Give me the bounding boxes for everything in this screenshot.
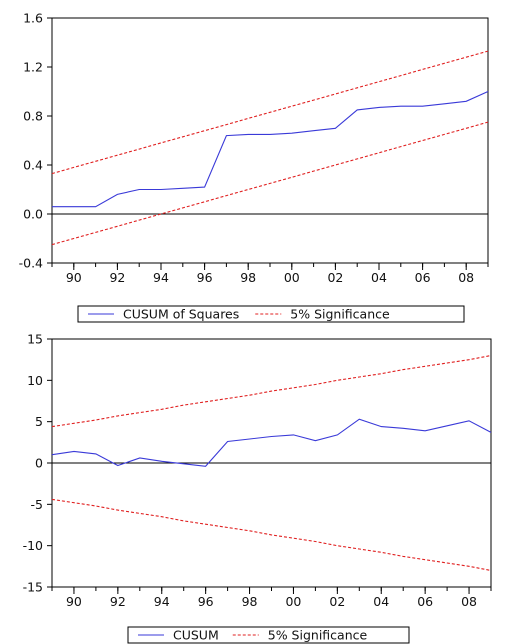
chart2-x-tick-label: 08 (461, 594, 477, 609)
chart2-legend-box (127, 626, 410, 644)
chart1-x-tick-label: 92 (109, 270, 125, 285)
chart2-x-tick-label: 90 (66, 594, 82, 609)
chart2-x-tick-label: 96 (198, 594, 214, 609)
chart2-x-tick-label: 00 (285, 594, 301, 609)
chart2-y-tick-label: -15 (23, 580, 43, 595)
chart2-x-tick-label: 98 (242, 594, 258, 609)
chart2-x-tick-label: 06 (417, 594, 433, 609)
chart1-x-tick-label: 08 (458, 270, 474, 285)
chart1-series-2-line (51, 121, 489, 246)
chart2-y-tick-label: -5 (31, 497, 43, 512)
chart2-y-tick-label: 0 (35, 456, 43, 471)
chart2-x-tick-label: 02 (329, 594, 345, 609)
chart2-x-tick-label: 92 (110, 594, 126, 609)
chart1-y-tick-label: -0.4 (19, 256, 43, 271)
chart2-legend-label-0: CUSUM (173, 628, 219, 643)
chart2-series-2-line (51, 498, 492, 572)
chart1-x-tick-label: 00 (284, 270, 300, 285)
chart1-series-1-line (51, 50, 489, 175)
chart1-legend-label-0: CUSUM of Squares (123, 307, 239, 322)
chart2-series-0-line (51, 418, 492, 467)
chart1-y-tick-label: 1.2 (23, 60, 43, 75)
chart1-x-tick-label: 90 (66, 270, 82, 285)
chart2-x-tick-label: 94 (154, 594, 170, 609)
chart1-y-tick-label: 1.6 (23, 11, 43, 26)
chart1-legend-label-1: 5% Significance (290, 307, 390, 322)
chart1-y-tick-label: 0.4 (23, 158, 43, 173)
chart2-y-tick-label: 10 (27, 373, 43, 388)
chart2-legend-label-1: 5% Significance (268, 628, 368, 643)
chart2-y-tick-label: 5 (35, 414, 43, 429)
chart2-y-tick-label: -10 (23, 538, 43, 553)
chart1-x-tick-label: 94 (153, 270, 169, 285)
chart1-x-tick-label: 02 (327, 270, 343, 285)
chart1-y-tick-label: 0.0 (23, 207, 43, 222)
chart1-y-tick-label: 0.8 (23, 109, 43, 124)
chart2-series-1-line (51, 354, 492, 428)
chart1-x-tick-label: 06 (415, 270, 431, 285)
chart1-x-tick-label: 04 (371, 270, 387, 285)
chart1-x-tick-label: 98 (240, 270, 256, 285)
chart1-x-tick-label: 96 (197, 270, 213, 285)
chart2-y-tick-label: 15 (27, 332, 43, 347)
chart1-series-0-line (52, 90, 489, 208)
chart2-x-tick-label: 04 (373, 594, 389, 609)
